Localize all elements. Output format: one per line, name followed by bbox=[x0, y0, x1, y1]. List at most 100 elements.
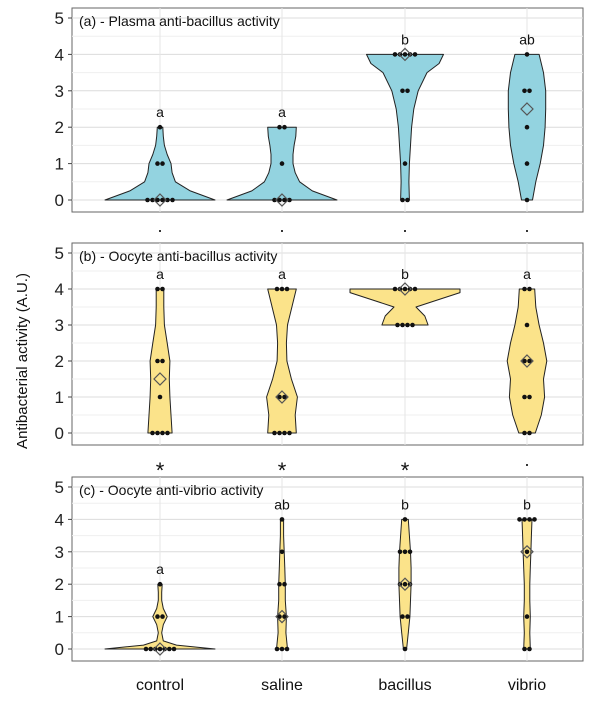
data-point bbox=[397, 581, 403, 587]
data-point bbox=[410, 322, 415, 328]
data-point bbox=[405, 88, 410, 94]
mean-marker bbox=[153, 642, 167, 656]
data-point bbox=[527, 394, 532, 400]
comparison-marker: * bbox=[401, 458, 410, 483]
data-point bbox=[277, 614, 282, 619]
mean-marker bbox=[275, 193, 289, 207]
data-point bbox=[400, 322, 405, 328]
data-point bbox=[412, 52, 418, 57]
violin-control bbox=[104, 126, 216, 201]
data-point bbox=[157, 581, 163, 587]
mean-marker bbox=[520, 354, 534, 368]
data-point bbox=[524, 614, 530, 619]
group-letter: b bbox=[401, 496, 409, 512]
data-point bbox=[155, 614, 160, 619]
data-point bbox=[524, 322, 530, 328]
data-point bbox=[282, 197, 287, 203]
data-point bbox=[160, 430, 165, 436]
data-point bbox=[287, 197, 292, 203]
comparison-marker: · bbox=[524, 220, 530, 240]
data-point bbox=[282, 124, 287, 130]
data-point bbox=[167, 646, 172, 652]
group-letter: a bbox=[278, 266, 286, 282]
mean-marker bbox=[275, 390, 289, 404]
data-point bbox=[287, 430, 292, 436]
y-tick-label: 1 bbox=[55, 155, 64, 174]
data-point bbox=[405, 197, 410, 203]
group-letter: b bbox=[523, 496, 531, 512]
data-point bbox=[402, 549, 408, 555]
data-point bbox=[395, 322, 400, 328]
data-point bbox=[277, 430, 282, 436]
y-tick-label: 5 bbox=[55, 478, 64, 497]
group-letter: b bbox=[401, 31, 409, 47]
x-tick-label: vibrio bbox=[508, 677, 546, 694]
group-letter: b bbox=[401, 266, 409, 282]
data-point bbox=[155, 286, 160, 292]
mean-marker bbox=[398, 47, 412, 62]
data-point bbox=[527, 517, 532, 522]
data-point bbox=[155, 197, 160, 203]
data-point bbox=[524, 197, 530, 203]
y-tick-label: 3 bbox=[55, 82, 64, 101]
data-point bbox=[407, 581, 413, 587]
data-point bbox=[522, 88, 527, 94]
mean-marker bbox=[398, 282, 412, 296]
panel-title: (b) - Oocyte anti-bacillus activity bbox=[79, 248, 277, 264]
data-point bbox=[277, 197, 282, 203]
group-letter: ab bbox=[519, 31, 535, 47]
data-point bbox=[160, 614, 165, 619]
data-point bbox=[407, 549, 413, 555]
data-point bbox=[400, 614, 405, 619]
y-axis-label: Antibacterial activity (A.U.) bbox=[14, 273, 31, 449]
data-point bbox=[153, 646, 158, 652]
data-point bbox=[407, 286, 413, 292]
data-point bbox=[160, 197, 165, 203]
data-point bbox=[400, 88, 405, 94]
data-point bbox=[402, 286, 408, 292]
violin-saline bbox=[266, 288, 298, 434]
data-point bbox=[279, 286, 285, 292]
data-point bbox=[402, 161, 408, 166]
data-point bbox=[148, 646, 153, 652]
y-tick-label: 5 bbox=[55, 9, 64, 28]
y-tick-label: 3 bbox=[55, 543, 64, 562]
panel-2: 0 1 2 3 4 5 (b) - Oocyte anti-bacillus activit… bbox=[55, 242, 584, 446]
data-point bbox=[532, 517, 537, 522]
violin-bacillus bbox=[349, 288, 461, 326]
data-point bbox=[405, 614, 410, 619]
data-point bbox=[279, 517, 285, 522]
comparison-marker: · bbox=[524, 454, 530, 474]
y-tick-label: 0 bbox=[55, 191, 64, 210]
data-point bbox=[522, 394, 527, 400]
data-point bbox=[527, 430, 532, 436]
data-point bbox=[165, 430, 170, 436]
data-point bbox=[274, 646, 280, 652]
data-point bbox=[412, 286, 418, 292]
data-point bbox=[282, 614, 287, 619]
data-point bbox=[392, 52, 398, 57]
data-point bbox=[272, 430, 277, 436]
mean-marker bbox=[398, 577, 412, 592]
y-tick-label: 3 bbox=[55, 316, 64, 335]
data-point bbox=[272, 197, 277, 203]
data-point bbox=[282, 394, 287, 400]
comparison-marker: * bbox=[156, 458, 165, 483]
violin-vibrio bbox=[521, 518, 533, 650]
comparison-marker: · bbox=[402, 220, 408, 240]
data-point bbox=[150, 197, 155, 203]
x-tick-label: control bbox=[136, 677, 184, 694]
y-tick-label: 4 bbox=[55, 45, 64, 64]
data-point bbox=[145, 197, 150, 203]
group-letter: ab bbox=[274, 496, 290, 512]
group-letter: a bbox=[156, 104, 164, 120]
panel-title: (a) - Plasma anti-bacillus activity bbox=[79, 13, 280, 29]
comparison-marker: · bbox=[279, 220, 285, 240]
x-tick-label: saline bbox=[261, 677, 303, 694]
data-point bbox=[397, 52, 403, 57]
data-point bbox=[405, 322, 410, 328]
data-point bbox=[160, 286, 165, 292]
data-point bbox=[284, 286, 290, 292]
data-point bbox=[524, 52, 530, 57]
data-point bbox=[517, 517, 522, 522]
